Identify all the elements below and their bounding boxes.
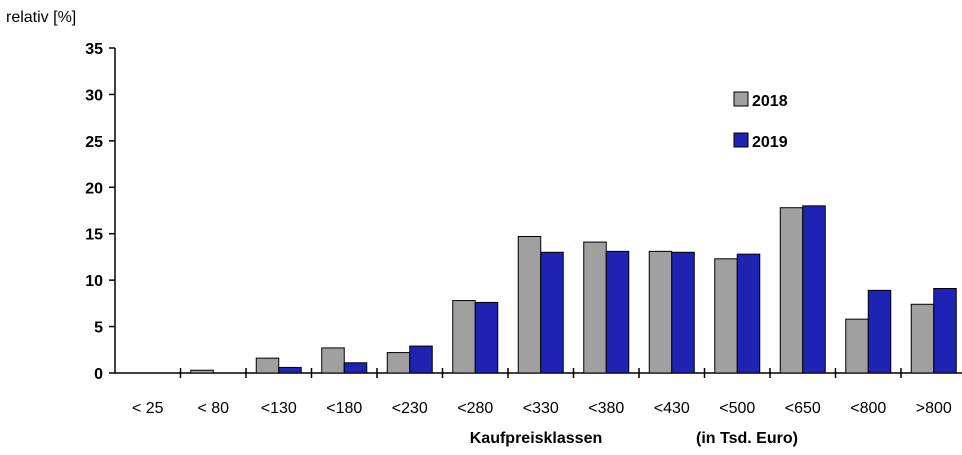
x-axis-unit: (in Tsd. Euro)	[696, 430, 798, 447]
x-tick-label: <430	[654, 400, 690, 417]
bar-2019-5	[474, 301, 499, 374]
y-tick-label: 10	[85, 273, 103, 290]
bar-2018-4	[386, 352, 411, 374]
bar-2018-6	[517, 236, 542, 374]
bar-2018-8	[648, 250, 673, 374]
bar-2019-4	[409, 345, 433, 374]
x-tick-label: <380	[588, 400, 624, 417]
legend-label: 2018	[752, 93, 788, 110]
bar-2018-3	[321, 347, 345, 374]
y-axis-label: relativ [%]	[6, 9, 76, 26]
x-tick-label: < 80	[197, 400, 229, 417]
bar-2018-12	[910, 303, 935, 374]
x-tick-label: <280	[457, 400, 493, 417]
bar-2018-5	[452, 300, 476, 374]
x-tick-label: >800	[916, 400, 952, 417]
bar-2019-6	[540, 251, 564, 374]
bar-2018-7	[583, 241, 607, 374]
y-tick-label: 5	[94, 320, 103, 337]
bar-2019-3	[343, 362, 368, 374]
legend-swatch-2019	[733, 132, 749, 148]
x-tick-label: <130	[261, 400, 297, 417]
y-tick-label: 0	[94, 366, 103, 383]
x-axis-title: Kaufpreisklassen	[470, 430, 603, 447]
legend-label: 2019	[752, 134, 788, 151]
bar-2018-9	[714, 258, 738, 374]
x-tick-label: <230	[392, 400, 428, 417]
bar-2019-7	[605, 250, 630, 374]
x-tick-label: <180	[326, 400, 362, 417]
x-tick-label: <650	[785, 400, 821, 417]
bar-2019-11	[867, 289, 892, 374]
bar-2019-2	[278, 366, 302, 374]
y-tick-label: 25	[85, 134, 103, 151]
y-tick-label: 15	[85, 227, 103, 244]
legend-swatch-2018	[733, 91, 749, 107]
bar-2019-9	[736, 253, 761, 374]
y-tick-label: 30	[85, 87, 103, 104]
bar-2018-1	[190, 369, 214, 374]
bar-2018-2	[255, 357, 280, 374]
bar-2019-10	[802, 205, 826, 374]
y-tick-label: 20	[85, 180, 103, 197]
x-tick-label: < 25	[132, 400, 164, 417]
bar-2018-11	[845, 318, 869, 374]
x-tick-label: <500	[719, 400, 755, 417]
y-tick-label: 35	[85, 41, 103, 58]
x-tick-label: <330	[523, 400, 559, 417]
bar-2018-10	[779, 207, 804, 374]
x-tick-label: <800	[850, 400, 886, 417]
bar-2019-8	[671, 251, 695, 374]
bar-2019-12	[933, 288, 957, 374]
